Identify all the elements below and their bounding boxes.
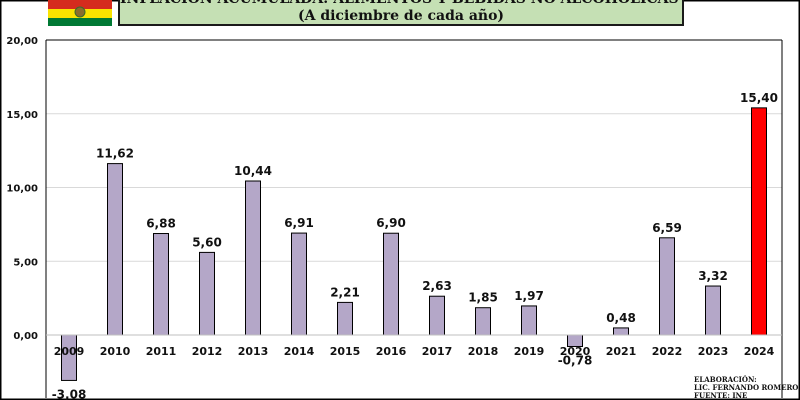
flag-emblem [74, 6, 86, 18]
y-tick-label: 5,00 [13, 257, 38, 268]
y-tick-label: 0,00 [13, 331, 38, 342]
x-tick-label: 2021 [606, 345, 637, 358]
data-label: 11,62 [96, 147, 134, 161]
bar-2014 [291, 232, 307, 336]
bar-2018 [475, 307, 491, 336]
x-tick-label: 2010 [100, 345, 131, 358]
bar-2017 [429, 295, 445, 336]
x-tick-label: 2017 [422, 345, 453, 358]
data-label: 2,21 [330, 285, 360, 299]
bar-2015 [337, 301, 353, 336]
x-tick-label: 2009 [54, 345, 85, 358]
credits: ELABORACIÓN: LIC. FERNANDO ROMERO FUENTE… [694, 376, 798, 400]
x-tick-label: 2024 [744, 345, 775, 358]
data-label: 15,40 [740, 91, 778, 105]
y-axis-ticks: 0,00 5,00 10,00 15,00 20,00 [6, 36, 38, 342]
data-label: 6,88 [146, 217, 176, 231]
data-label: 6,91 [284, 216, 314, 230]
chart-title: INFLACIÓN ACUMULADA: ALIMENTOS Y BEBIDAS… [120, 0, 682, 8]
x-tick-label: 2015 [330, 345, 361, 358]
data-label: 1,85 [468, 291, 498, 305]
data-label: 6,90 [376, 216, 406, 230]
flag-stripe-red [48, 0, 112, 9]
x-axis-labels: 2009 2010 2011 2012 2013 2014 2015 2016 2017 2018… [54, 345, 775, 358]
chart-title-box: INFLACIÓN ACUMULADA: ALIMENTOS Y BEBIDAS… [118, 0, 684, 26]
bars [61, 107, 767, 381]
x-tick-label: 2014 [284, 345, 315, 358]
x-tick-label: 2023 [698, 345, 729, 358]
flag-stripe-green [48, 18, 112, 26]
credits-author: LIC. FERNANDO ROMERO [694, 383, 799, 392]
bolivia-flag-icon [48, 0, 112, 26]
bar-2021 [613, 327, 629, 336]
data-label: 10,44 [234, 164, 272, 178]
y-tick-label: 15,00 [6, 110, 38, 121]
bar-2022 [659, 237, 675, 336]
data-label: 0,48 [606, 311, 636, 325]
x-tick-label: 2019 [514, 345, 545, 358]
bar-2013 [245, 180, 261, 336]
data-label: 6,59 [652, 221, 682, 235]
credits-source: FUENTE: INE [694, 391, 748, 400]
x-tick-label: 2020 [560, 345, 591, 358]
bar-2024 [751, 107, 767, 336]
bar-2019 [521, 305, 537, 336]
x-tick-label: 2016 [376, 345, 407, 358]
data-label: 1,97 [514, 289, 544, 303]
data-label: 2,63 [422, 279, 452, 293]
credits-elaboration: ELABORACIÓN: [694, 375, 757, 384]
bar-2023 [705, 285, 721, 336]
x-tick-label: 2012 [192, 345, 223, 358]
x-tick-label: 2018 [468, 345, 499, 358]
data-label: -3,08 [52, 387, 87, 400]
chart-subtitle: (A diciembre de cada año) [297, 8, 505, 24]
x-tick-label: 2022 [652, 345, 683, 358]
y-tick-label: 10,00 [6, 184, 38, 195]
value-labels: -3,08 11,62 6,88 5,60 10,44 6,91 2,21 6,90 2,63 1… [52, 91, 778, 400]
bar-2016 [383, 232, 399, 336]
x-tick-label: 2013 [238, 345, 269, 358]
data-label: 5,60 [192, 235, 222, 249]
x-tick-label: 2011 [146, 345, 177, 358]
bar-2012 [199, 251, 215, 336]
data-label: -0,78 [558, 354, 593, 368]
y-tick-label: 20,00 [6, 36, 38, 47]
data-label: 3,32 [698, 269, 728, 283]
bar-2011 [153, 233, 169, 336]
bar-2010 [107, 163, 123, 336]
